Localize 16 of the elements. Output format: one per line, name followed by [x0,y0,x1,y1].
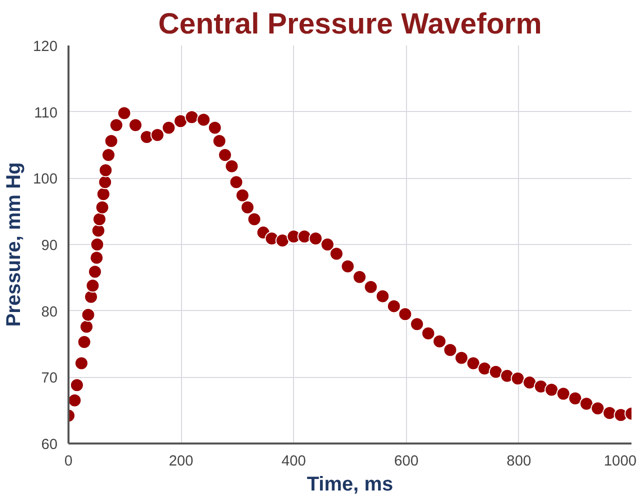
y-axis-title: Pressure, mm Hg [3,162,26,327]
y-tick-label: 80 [41,304,58,320]
y-tick-label: 100 [33,172,58,188]
y-tick-label: 110 [34,105,58,122]
x-tick-label: 0 [64,454,73,470]
x-tick-label: 1000 [604,454,637,470]
y-tick-label: 60 [41,437,58,453]
x-tick-label: 200 [168,454,194,470]
x-axis-title: Time, ms [306,474,394,496]
chart-title: Central Pressure Waveform [158,8,542,40]
y-tick-label: 120 [33,39,58,55]
x-tick-label: 600 [394,454,419,470]
y-tick-label: 70 [41,370,58,387]
x-tick-label: 800 [506,454,532,470]
y-tick-label: 90 [41,238,58,254]
x-tick-label: 400 [281,454,306,470]
